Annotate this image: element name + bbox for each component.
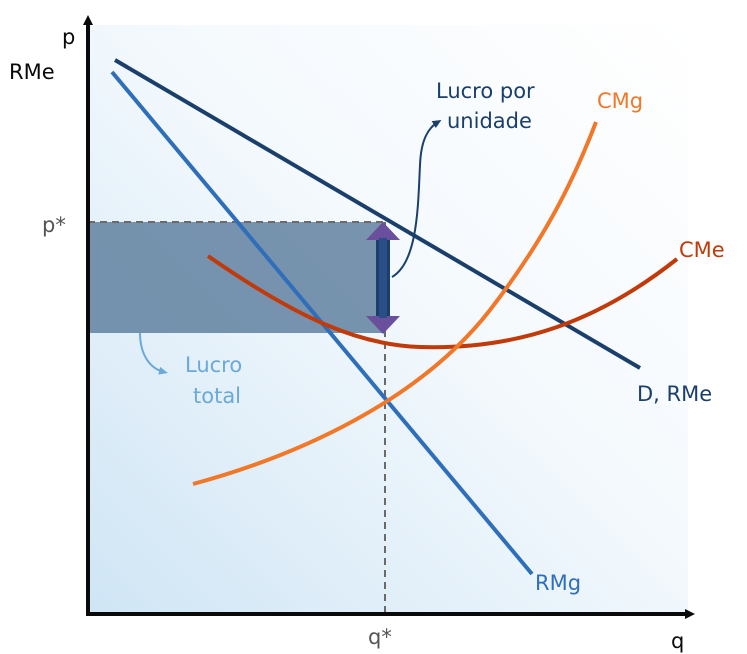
total-profit-pointer bbox=[139, 332, 168, 375]
unit-profit-pointer bbox=[391, 119, 442, 278]
marginal-revenue-label: RMg bbox=[535, 571, 581, 595]
unit-profit-label-line2: unidade bbox=[447, 109, 532, 133]
marginal-cost-curve bbox=[192, 121, 598, 486]
unit-profit-label-line1: Lucro por bbox=[436, 79, 535, 103]
total-profit-label-line1: Lucro bbox=[185, 353, 242, 377]
p-star-label: p* bbox=[42, 213, 66, 237]
demand-curve bbox=[113, 58, 642, 370]
y-axis-label: p bbox=[62, 25, 75, 49]
demand-label: D, RMe bbox=[637, 382, 712, 406]
average-cost-curve bbox=[206, 254, 679, 350]
y-axis-label-rme: RMe bbox=[9, 60, 55, 84]
unit-profit-arrow bbox=[366, 222, 400, 334]
q-star-label: q* bbox=[368, 625, 392, 649]
marginal-cost-label: CMg bbox=[597, 89, 643, 113]
average-cost-label: CMe bbox=[679, 238, 725, 262]
x-axis-label: q bbox=[671, 629, 684, 653]
total-profit-label-line2: total bbox=[193, 384, 241, 408]
